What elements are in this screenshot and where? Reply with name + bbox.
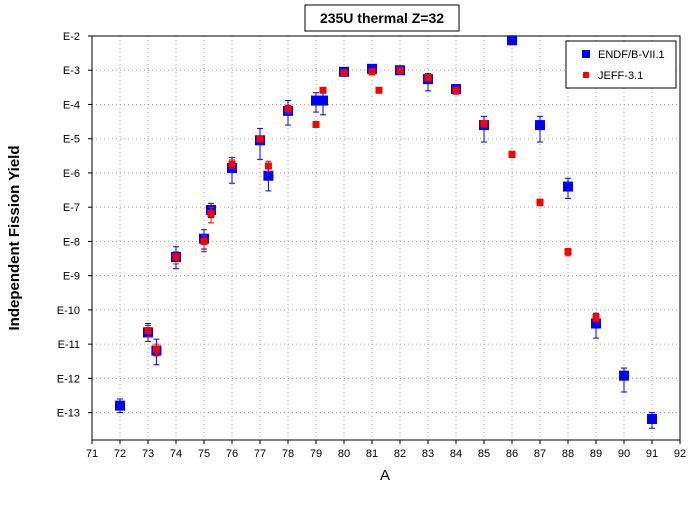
data-point — [647, 414, 657, 425]
x-tick-label: 92 — [674, 448, 686, 460]
x-tick-label: 81 — [366, 448, 378, 460]
x-tick-label: 83 — [422, 448, 434, 460]
x-axis-ticks: 71 72 73 74 75 76 77 78 79 80 81 82 83 84 85 86 87 88 89 90… — [86, 440, 686, 460]
data-point — [340, 69, 348, 77]
series-layer — [115, 35, 657, 429]
data-point — [319, 86, 327, 94]
x-tick-label: 78 — [282, 448, 294, 460]
x-tick-label: 84 — [450, 448, 462, 460]
data-point — [152, 345, 160, 353]
y-tick-label: E-11 — [58, 339, 80, 351]
data-point — [264, 162, 272, 170]
plot-frame — [91, 35, 681, 441]
y-tick-label: E-10 — [57, 305, 80, 317]
data-point — [508, 150, 516, 158]
data-point — [172, 253, 180, 261]
y-tick-label: E-5 — [63, 134, 80, 146]
title-box: 235U thermal Z=32 — [304, 4, 460, 32]
data-point — [564, 248, 572, 256]
x-tick-label: 79 — [310, 448, 322, 460]
data-point — [115, 400, 125, 411]
data-point — [396, 66, 404, 74]
grid — [92, 36, 680, 440]
legend: ENDF/B-VII.1 JEFF-3.1 — [565, 40, 677, 89]
y-tick-label: E-3 — [63, 65, 80, 77]
data-point — [507, 35, 517, 46]
x-tick-label: 71 — [86, 448, 98, 460]
data-point — [284, 105, 292, 113]
x-tick-label: 82 — [394, 448, 406, 460]
data-point — [228, 160, 236, 168]
x-tick-label: 74 — [170, 448, 182, 460]
x-tick-label: 89 — [590, 448, 602, 460]
y-tick-label: E-7 — [63, 202, 80, 214]
legend-marker-jeff — [583, 72, 589, 78]
x-tick-label: 86 — [506, 448, 518, 460]
y-axis-ticks: E-2 E-3 E-4 E-5 E-6 E-7 E-8 E-9 E-10 E-11 E-12 E-13 — [57, 31, 92, 420]
x-tick-label: 76 — [226, 448, 238, 460]
x-tick-label: 87 — [534, 448, 546, 460]
data-point — [424, 74, 432, 82]
y-tick-label: E-9 — [63, 271, 80, 283]
data-point — [311, 95, 321, 106]
data-point — [263, 170, 274, 181]
data-point — [536, 198, 544, 206]
y-tick-label: E-6 — [63, 168, 80, 180]
legend-label-endf: ENDF/B-VII.1 — [598, 49, 665, 61]
data-point — [480, 119, 488, 127]
x-tick-label: 90 — [618, 448, 630, 460]
x-tick-label: 73 — [142, 448, 154, 460]
chart-title: 235U thermal Z=32 — [320, 10, 444, 26]
x-axis-label: A — [380, 467, 390, 484]
x-tick-label: 80 — [338, 448, 350, 460]
data-point — [375, 86, 383, 94]
x-tick-label: 72 — [114, 448, 126, 460]
data-point — [535, 120, 545, 131]
x-tick-label: 88 — [562, 448, 574, 460]
x-tick-label: 91 — [646, 448, 658, 460]
data-point — [144, 327, 152, 335]
y-axis-label: Independent Fission Yield — [6, 145, 23, 330]
y-tick-label: E-13 — [57, 408, 80, 420]
data-point — [200, 237, 208, 245]
data-point — [256, 135, 264, 143]
legend-marker-endf — [582, 50, 590, 58]
data-point — [318, 95, 328, 106]
data-point — [452, 86, 460, 94]
data-point — [563, 181, 573, 192]
y-tick-label: E-12 — [57, 373, 80, 385]
legend-label-jeff: JEFF-3.1 — [598, 70, 643, 82]
y-tick-label: E-2 — [63, 31, 80, 43]
data-point — [368, 68, 376, 76]
x-tick-label: 77 — [254, 448, 266, 460]
data-point — [207, 210, 215, 218]
data-point — [619, 370, 629, 381]
x-tick-label: 75 — [198, 448, 210, 460]
legend-box — [565, 40, 677, 89]
data-point — [592, 313, 600, 321]
series-1 — [144, 66, 600, 357]
data-point — [591, 318, 601, 329]
y-tick-label: E-4 — [63, 99, 80, 111]
x-tick-label: 85 — [478, 448, 490, 460]
y-tick-label: E-8 — [63, 236, 80, 248]
data-point — [312, 121, 320, 129]
